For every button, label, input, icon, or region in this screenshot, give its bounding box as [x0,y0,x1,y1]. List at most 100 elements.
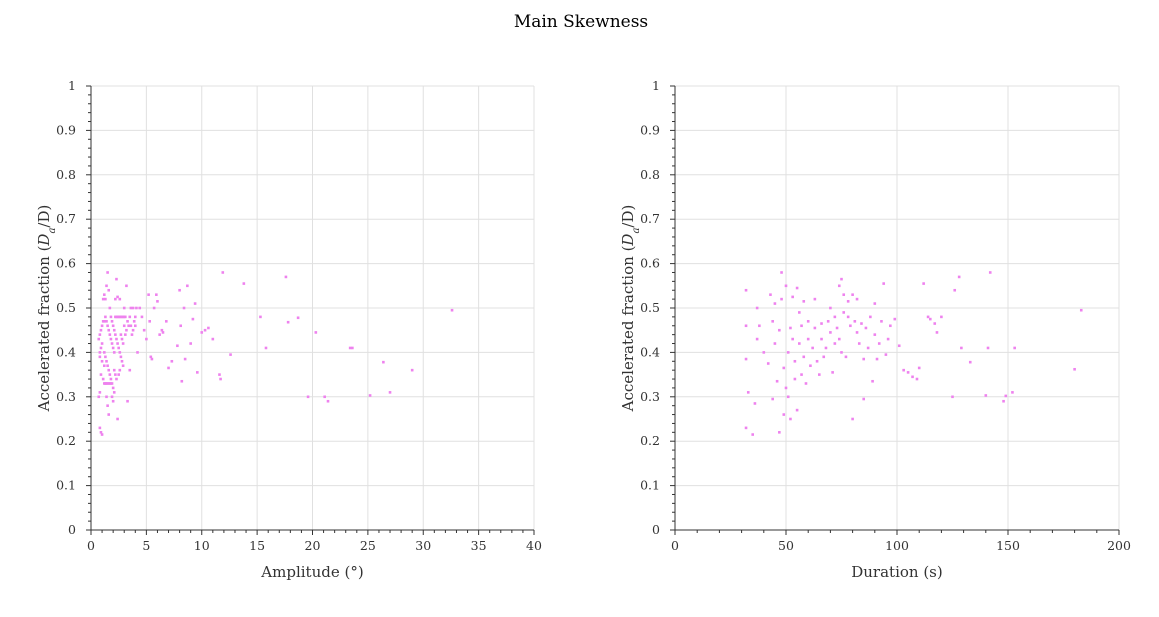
data-point [115,377,118,381]
data-point [129,324,133,328]
data-point [855,331,859,334]
x-tick-label: 0 [671,538,679,553]
data-point [1079,308,1083,312]
x-axis-label: Duration (s) [851,563,943,581]
data-point [98,391,102,394]
data-point [780,271,783,274]
data-point [811,346,814,350]
data-point [111,346,115,350]
data-point [835,326,839,330]
data-point [793,359,797,363]
data-point [935,331,939,334]
data-point [108,333,112,336]
data-point [109,377,113,381]
data-point [109,315,113,319]
data-point [957,275,961,279]
data-point [813,297,817,301]
data-point [778,328,781,332]
data-point [1002,399,1005,403]
data-point [786,395,790,399]
grid [90,85,535,531]
data-point [145,337,148,341]
data-point [118,368,122,372]
data-point [259,315,262,319]
data-point [802,355,806,359]
data-point [800,373,803,376]
data-point [128,315,132,319]
data-point [105,320,108,323]
x-tick-label: 25 [360,538,376,553]
data-point [851,293,854,296]
data-point [98,426,102,430]
data-point [410,368,414,372]
data-point [124,315,127,319]
amplitude-scatter-plot: 0 5 10 15 20 25 30 35 40 0 0.1 0.2 0.3 0.4 0.5 0.6 0.7 0.… [35,78,542,581]
data-point [182,306,186,310]
data-point [104,315,107,319]
data-point [815,359,819,363]
data-point [886,337,890,341]
data-point [769,293,772,296]
data-point [864,326,868,330]
data-point [121,364,125,368]
data-point [122,324,126,328]
data-point [183,357,187,361]
data-point [1011,391,1014,394]
data-point [100,342,104,345]
data-point [136,351,139,354]
data-point [196,371,199,374]
data-point [806,320,810,323]
data-point [780,297,783,301]
data-point [125,284,128,288]
data-point [829,331,832,334]
data-point [142,328,146,332]
y-tick-label: 0.6 [640,256,660,271]
data-point [877,342,881,345]
data-point [107,328,111,332]
data-point [120,359,124,363]
data-point [837,337,841,341]
data-point [100,359,104,363]
data-point [203,328,207,332]
data-point [122,306,126,310]
data-point [326,399,330,403]
data-point [842,293,846,296]
data-point [200,331,204,334]
data-point [846,300,850,303]
y-axis-label: Accelerated fraction (Da/D) [35,205,58,413]
data-point [242,282,246,285]
data-point [165,320,168,323]
data-point [744,426,748,430]
data-point [109,337,113,341]
data-point [926,315,930,319]
data-point [176,344,179,348]
data-point [762,351,766,354]
y-tick-label: 0.7 [56,211,76,226]
data-point [114,333,117,336]
y-tick-label: 1 [652,78,660,93]
data-point [111,399,115,403]
data-point [804,382,808,385]
data-point [129,306,133,310]
data-point [833,315,837,319]
data-point [116,342,119,345]
data-point [818,373,821,376]
data-point [953,288,957,292]
data-point [940,315,943,319]
data-point [382,360,385,364]
data-point [229,353,232,356]
data-point [844,355,848,359]
x-tick-label: 10 [194,538,210,553]
data-point [951,395,954,399]
data-point [170,359,174,363]
data-point [99,373,103,376]
data-point [826,320,830,323]
data-point [915,377,919,381]
data-point [156,300,159,303]
data-point [960,346,963,350]
data-point [791,295,794,299]
data-point [450,308,454,312]
data-point [158,333,161,336]
data-point [112,328,116,332]
